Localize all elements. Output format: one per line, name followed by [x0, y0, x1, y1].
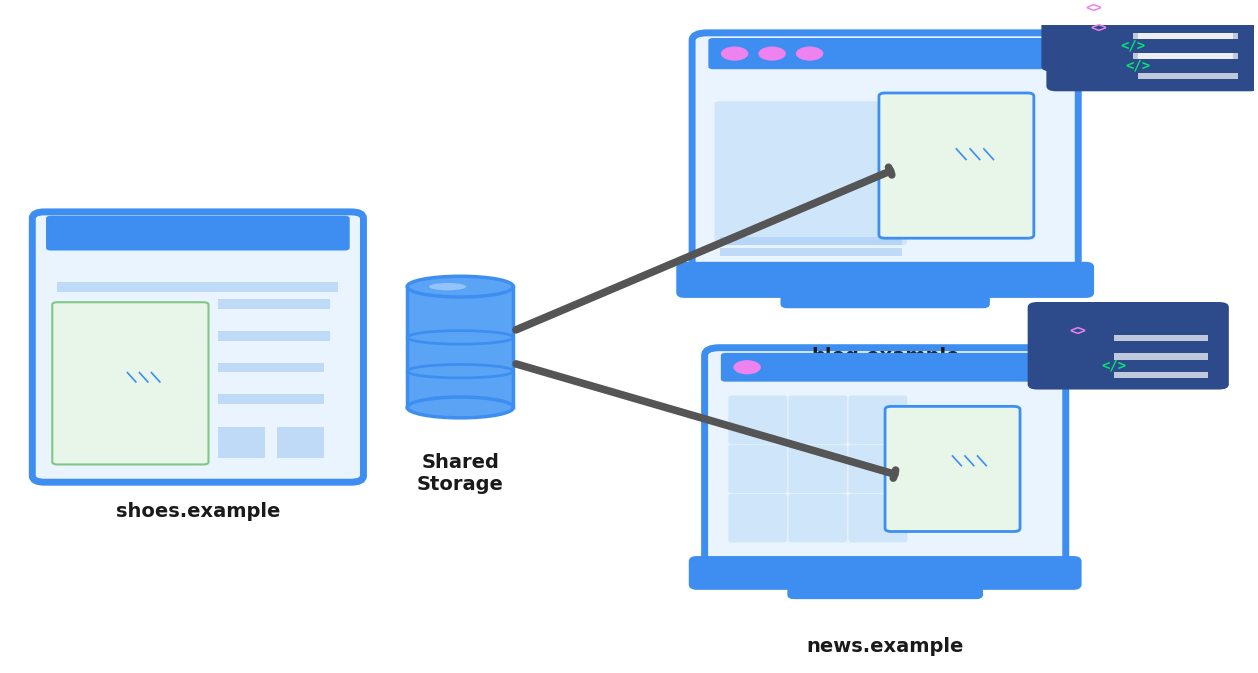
Ellipse shape: [408, 397, 513, 418]
Bar: [1132, 13, 1233, 20]
Polygon shape: [73, 369, 181, 388]
FancyBboxPatch shape: [886, 406, 1020, 532]
Circle shape: [908, 167, 922, 174]
FancyBboxPatch shape: [789, 494, 847, 542]
Text: </>: </>: [1101, 358, 1126, 372]
Text: <>: <>: [1086, 1, 1102, 15]
Polygon shape: [893, 167, 1020, 176]
Text: </>: </>: [1120, 38, 1145, 52]
Text: <>: <>: [1091, 21, 1107, 34]
Ellipse shape: [429, 283, 467, 290]
Bar: [277, 427, 325, 458]
FancyBboxPatch shape: [691, 558, 1079, 588]
Circle shape: [86, 388, 97, 394]
Bar: [1113, 335, 1208, 341]
Polygon shape: [894, 151, 928, 167]
Bar: [218, 299, 330, 309]
FancyBboxPatch shape: [879, 93, 1034, 238]
Bar: [720, 237, 902, 244]
FancyBboxPatch shape: [728, 396, 788, 444]
Bar: [218, 394, 325, 404]
Text: shoes.example: shoes.example: [116, 501, 281, 520]
FancyBboxPatch shape: [33, 212, 364, 482]
Circle shape: [58, 225, 87, 241]
FancyBboxPatch shape: [789, 396, 847, 444]
FancyBboxPatch shape: [715, 102, 907, 245]
FancyBboxPatch shape: [728, 445, 788, 493]
FancyBboxPatch shape: [692, 33, 1078, 275]
Polygon shape: [896, 453, 1009, 472]
Circle shape: [796, 46, 823, 61]
Polygon shape: [72, 388, 182, 396]
Circle shape: [966, 147, 971, 150]
Polygon shape: [896, 458, 927, 472]
FancyBboxPatch shape: [708, 38, 1062, 69]
Polygon shape: [894, 472, 1010, 481]
Circle shape: [759, 46, 786, 61]
Ellipse shape: [408, 276, 513, 297]
FancyBboxPatch shape: [848, 445, 907, 493]
FancyBboxPatch shape: [728, 494, 788, 542]
FancyBboxPatch shape: [704, 348, 1066, 569]
Bar: [1132, 53, 1233, 59]
Text: <>: <>: [1069, 323, 1086, 337]
Bar: [218, 427, 265, 458]
Polygon shape: [894, 145, 1018, 167]
Circle shape: [92, 225, 122, 241]
FancyBboxPatch shape: [721, 353, 1049, 382]
Circle shape: [127, 225, 157, 241]
Polygon shape: [122, 369, 140, 379]
Polygon shape: [73, 374, 103, 388]
FancyBboxPatch shape: [47, 216, 350, 250]
Bar: [715, 40, 1055, 67]
FancyBboxPatch shape: [1028, 302, 1229, 390]
Bar: [58, 282, 338, 291]
Text: Shared
Storage: Shared Storage: [416, 453, 503, 494]
FancyBboxPatch shape: [1042, 0, 1255, 71]
FancyBboxPatch shape: [1047, 0, 1258, 92]
FancyBboxPatch shape: [789, 445, 847, 493]
Circle shape: [721, 46, 749, 61]
FancyBboxPatch shape: [782, 290, 988, 306]
Circle shape: [733, 360, 761, 374]
Bar: [218, 363, 325, 372]
Polygon shape: [946, 452, 965, 462]
Bar: [1113, 353, 1208, 360]
FancyBboxPatch shape: [678, 264, 1092, 296]
Bar: [720, 248, 902, 256]
Bar: [218, 331, 330, 341]
Circle shape: [908, 472, 921, 479]
Bar: [1137, 52, 1238, 59]
Circle shape: [961, 454, 966, 457]
Bar: [727, 355, 1043, 379]
Bar: [1137, 33, 1238, 39]
FancyBboxPatch shape: [848, 494, 907, 542]
Bar: [1113, 372, 1208, 378]
Bar: [1137, 73, 1238, 79]
Text: blog.example: blog.example: [811, 347, 960, 366]
Circle shape: [136, 371, 141, 374]
Bar: [1132, 33, 1233, 40]
FancyBboxPatch shape: [789, 582, 981, 598]
FancyBboxPatch shape: [53, 302, 209, 464]
Bar: [408, 287, 513, 407]
Text: news.example: news.example: [806, 637, 964, 656]
Text: </>: </>: [1125, 59, 1150, 72]
FancyBboxPatch shape: [848, 396, 907, 444]
Polygon shape: [950, 144, 970, 156]
